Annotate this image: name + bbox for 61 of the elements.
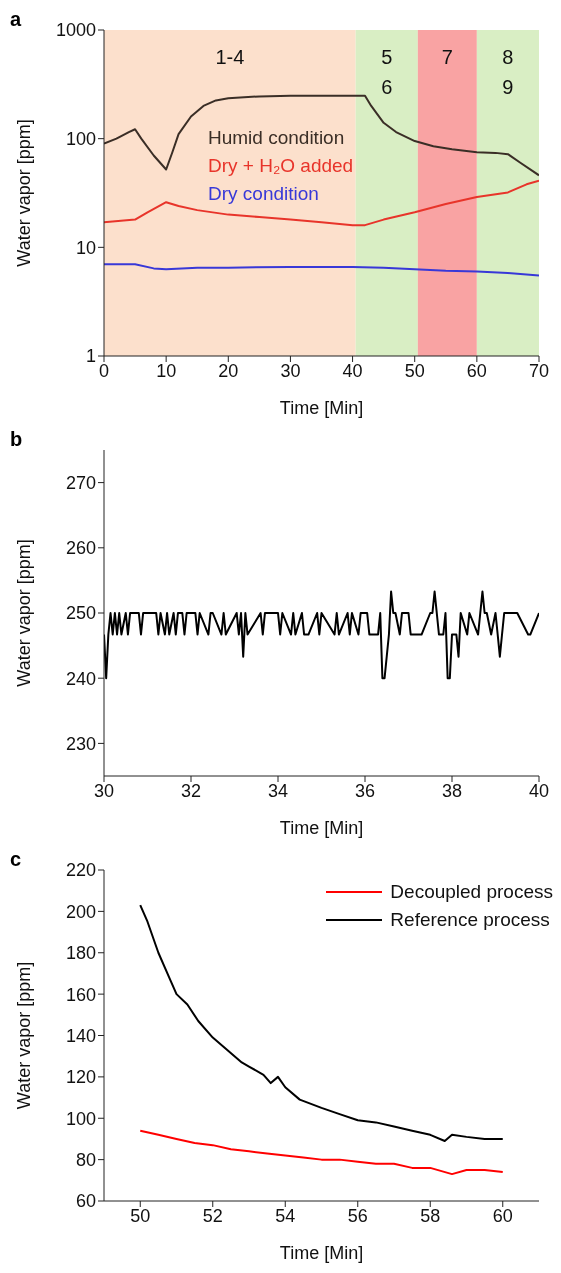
x-tick-label: 40: [342, 360, 363, 381]
x-tick-label: 70: [528, 360, 550, 381]
x-tick-label: 56: [347, 1205, 368, 1226]
y-tick-label: 120: [65, 1067, 96, 1088]
line-series: [104, 94, 539, 177]
legend-label: Decoupled process: [390, 880, 553, 904]
y-tick-label: 100: [65, 1108, 96, 1129]
x-tick-label: 32: [180, 780, 202, 801]
y-tick-label: 1000: [55, 20, 96, 41]
y-tick-label: 230: [65, 733, 96, 754]
y-tick-label: 270: [65, 472, 96, 493]
x-tick-label: 20: [218, 360, 239, 381]
band-label: 8 9: [502, 46, 514, 98]
x-axis-title: Time [Min]: [279, 1243, 364, 1263]
y-tick-label: 160: [65, 984, 96, 1005]
line-series: [139, 1129, 504, 1176]
chart-title: c: [10, 848, 22, 871]
y-tick-label: 80: [75, 1150, 96, 1171]
chart-title: b: [10, 428, 23, 451]
y-tick-label: 180: [65, 943, 96, 964]
x-tick-label: 34: [267, 780, 289, 801]
series-label: Dry + H₂O added: [208, 154, 354, 178]
line-series: [104, 179, 539, 227]
x-tick-label: 50: [130, 1205, 151, 1226]
x-tick-label: 60: [466, 360, 487, 381]
x-tick-label: 10: [156, 360, 177, 381]
x-tick-label: 52: [202, 1205, 223, 1226]
x-tick-label: 38: [441, 780, 463, 801]
y-tick-label: 260: [65, 538, 96, 559]
x-tick-label: 30: [93, 780, 115, 801]
y-tick-label: 60: [75, 1191, 96, 1212]
text: Dry condition: [208, 182, 319, 206]
x-tick-label: 54: [275, 1205, 296, 1226]
y-tick-label: 250: [65, 603, 96, 624]
y-tick-label: 200: [65, 901, 96, 922]
x-tick-label: 60: [492, 1205, 513, 1226]
y-axis-title: Water vapor [ppm]: [14, 961, 35, 1110]
series-label: Humid condition: [208, 126, 345, 150]
line-series: [104, 263, 539, 277]
band-label: 1-4: [215, 46, 245, 68]
x-tick-label: 0: [98, 360, 110, 381]
x-axis-title: Time [Min]: [279, 398, 364, 418]
y-axis-title: Water vapor [ppm]: [14, 119, 35, 267]
x-tick-label: 50: [404, 360, 425, 381]
x-axis-title: Time [Min]: [279, 818, 364, 838]
x-tick-label: 40: [528, 780, 550, 801]
y-tick-label: 220: [65, 860, 96, 881]
x-tick-label: 58: [420, 1205, 441, 1226]
line-series: [104, 590, 539, 680]
band-label: 5 6: [381, 46, 393, 98]
x-tick-label: 30: [280, 360, 301, 381]
legend-label: Reference process: [390, 908, 550, 932]
y-tick-label: 1: [85, 346, 96, 367]
y-tick-label: 100: [65, 129, 96, 150]
chart-title: a: [10, 8, 22, 31]
x-tick-label: 36: [354, 780, 376, 801]
y-tick-label: 140: [65, 1025, 96, 1046]
y-tick-label: 240: [65, 668, 96, 689]
y-axis-title: Water vapor [ppm]: [14, 539, 35, 687]
y-tick-label: 10: [75, 237, 96, 258]
band-label: 7: [441, 46, 453, 68]
